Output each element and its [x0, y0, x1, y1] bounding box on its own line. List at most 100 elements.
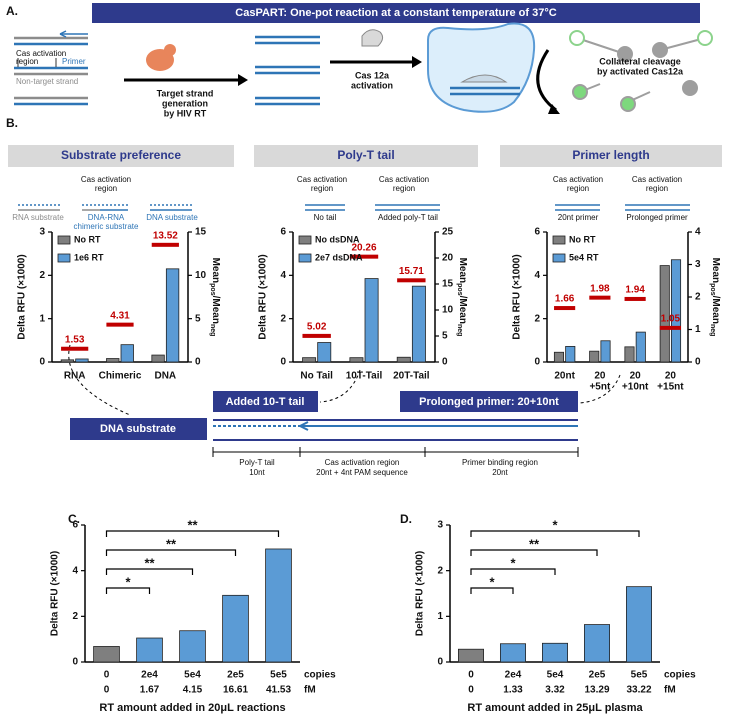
label: Cas activation	[16, 49, 66, 58]
y2-tick-label: 3	[695, 259, 701, 270]
y-tick-label: 0	[437, 657, 443, 668]
panel-title: Poly-T tail	[337, 148, 394, 162]
scheme-lines	[18, 204, 690, 211]
x-tick-label: 2e5	[227, 670, 244, 681]
significance-label: *	[489, 574, 495, 589]
x-tick-label: No Tail	[300, 371, 333, 382]
label: Cas 12a	[355, 70, 390, 80]
label: Cas activation	[632, 175, 682, 184]
ratio-mark	[589, 295, 611, 300]
y2-tick-label: 5	[442, 331, 448, 342]
legend-label: 1e6 RT	[74, 252, 104, 262]
x-tick-label-2: 0	[468, 685, 474, 696]
ratio-label: 1.66	[555, 294, 575, 305]
ratio-label: 1.05	[661, 314, 681, 325]
y2-axis-label-part: /Mean	[210, 296, 221, 324]
unit-label: fM	[304, 685, 316, 696]
label: 20nt	[492, 468, 508, 477]
y2-tick-label: 10	[195, 270, 207, 281]
y2-tick-label: 0	[442, 357, 448, 368]
y2-axis-label-part: Mean	[210, 258, 221, 284]
y2-axis-label-part: pos	[456, 283, 463, 296]
ratio-label: 1.98	[590, 283, 610, 294]
x-tick-label: 5e5	[270, 670, 287, 681]
legend-label: 5e4 RT	[569, 252, 599, 262]
x-tick-label-2: 16.61	[223, 685, 248, 696]
x-axis-label: RT amount added in 25μL plasma	[467, 702, 643, 714]
legend-swatch	[57, 235, 71, 245]
bar	[626, 586, 653, 663]
x-tick-label: 10T-Tail	[346, 371, 383, 382]
bar	[222, 594, 249, 663]
significance-bracket	[105, 549, 237, 556]
y-tick-label: 4	[280, 270, 286, 281]
panel-label: A.	[6, 4, 18, 18]
y2-tick-label: 1	[695, 324, 701, 335]
label: generation	[162, 98, 208, 108]
label: Cas activation	[553, 175, 603, 184]
y2-tick-label: 15	[195, 227, 207, 238]
y-tick-label: 2	[534, 313, 540, 324]
bar	[499, 643, 526, 663]
label: activation	[351, 80, 393, 90]
y-tick-label: 6	[280, 227, 286, 238]
bar	[151, 354, 165, 363]
label: Cas activation	[379, 175, 429, 184]
y-tick-label: 0	[280, 357, 286, 368]
x-tick-label: 2e5	[589, 670, 606, 681]
arrow	[548, 104, 560, 114]
significance-bracket	[470, 587, 514, 594]
bar	[349, 357, 364, 363]
bar	[600, 340, 611, 363]
ratio-label: 15.71	[399, 266, 424, 277]
bar	[93, 646, 120, 663]
bar	[624, 346, 635, 363]
y-tick-label: 2	[280, 313, 286, 324]
label: Added 10-T tail	[226, 396, 305, 408]
x-tick-label: 0	[104, 670, 110, 681]
panel-label: C.	[68, 512, 80, 526]
ratio-label: 20.26	[351, 242, 376, 253]
x-tick-label-2: 1.33	[503, 685, 523, 696]
ratio-mark	[397, 278, 426, 283]
legend-label: 2e7 dsDNA	[315, 252, 363, 262]
bar	[364, 278, 379, 363]
reporters	[569, 30, 713, 112]
x-tick-label-2: 13.29	[584, 685, 609, 696]
y2-axis-label-part: neg	[209, 324, 216, 336]
significance-bracket	[470, 530, 640, 537]
ratio-mark	[624, 296, 646, 301]
y-axis-label: Delta RFU (×1000)	[512, 254, 523, 339]
bar	[553, 351, 565, 363]
x-axis-label: RT amount added in 20μL reactions	[99, 702, 285, 714]
x-tick-label: Chimeric	[99, 371, 142, 382]
substrate-lines	[68, 344, 621, 457]
ratio-label: 1.94	[625, 285, 645, 296]
label: 20nt + 4nt PAM sequence	[316, 468, 408, 477]
label: 20nt primer	[558, 213, 599, 222]
label: region	[646, 184, 668, 193]
bar	[75, 358, 89, 363]
significance-label: *	[510, 555, 516, 570]
x-tick-label-2: 0	[104, 685, 110, 696]
bar	[60, 359, 75, 363]
label: RNA substrate	[12, 213, 64, 222]
panel-label: D.	[400, 512, 412, 526]
panel-title: Primer length	[572, 148, 649, 162]
y-tick-label: 1	[39, 313, 45, 324]
y2-axis-label-part: /Mean	[457, 296, 468, 324]
arrow	[536, 49, 557, 112]
panel-header	[8, 145, 234, 167]
significance-bracket	[105, 530, 280, 537]
label-box	[213, 391, 318, 412]
significance-bracket	[105, 568, 194, 575]
label: region	[16, 57, 38, 66]
y2-axis-label-part: pos	[209, 283, 216, 296]
y2-tick-label: 20	[442, 253, 454, 264]
legend-swatch	[57, 253, 71, 263]
label: Non-target strand	[16, 77, 78, 86]
label: Poly-T tail	[239, 458, 275, 467]
x-tick-label: 20nt	[554, 371, 575, 382]
x-tick-label: +15nt	[657, 382, 684, 393]
bar	[589, 350, 600, 363]
